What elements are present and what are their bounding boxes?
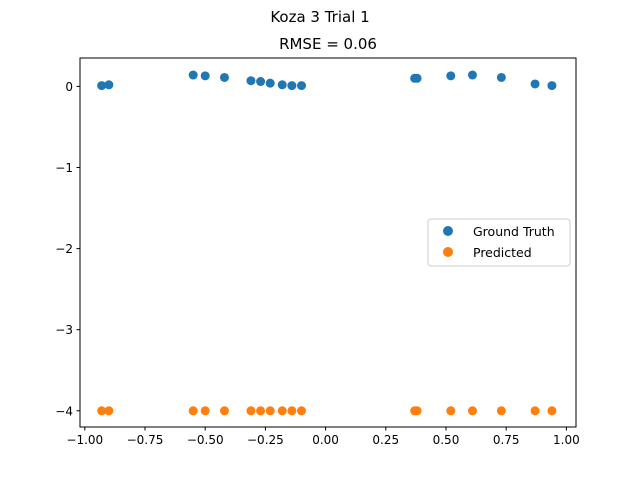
y-tick-label-1: −1 xyxy=(55,161,73,175)
point-ground-truth-16 xyxy=(530,79,540,89)
point-predicted-12 xyxy=(412,406,422,416)
point-predicted-2 xyxy=(188,406,198,416)
point-ground-truth-8 xyxy=(277,80,287,90)
point-predicted-15 xyxy=(496,406,506,416)
point-ground-truth-12 xyxy=(412,73,422,83)
point-ground-truth-6 xyxy=(256,77,266,87)
legend-marker-predicted xyxy=(443,247,453,257)
y-tick-label-3: −3 xyxy=(55,323,73,337)
point-predicted-16 xyxy=(530,406,540,416)
point-ground-truth-10 xyxy=(297,81,307,91)
x-tick-label-4: 0.00 xyxy=(312,433,339,447)
x-tick-label-6: 0.50 xyxy=(433,433,460,447)
y-tick-label-4: −4 xyxy=(55,404,73,418)
point-predicted-14 xyxy=(467,406,477,416)
point-ground-truth-0 xyxy=(97,81,107,91)
legend-box xyxy=(427,218,571,267)
point-predicted-9 xyxy=(287,406,297,416)
x-tick-label-1: −0.75 xyxy=(127,433,164,447)
point-ground-truth-5 xyxy=(246,76,256,86)
x-tick-label-2: −0.50 xyxy=(187,433,224,447)
point-predicted-1 xyxy=(104,406,114,416)
x-tick-label-7: 0.75 xyxy=(493,433,520,447)
y-tick-label-2: −2 xyxy=(55,242,73,256)
point-predicted-3 xyxy=(200,406,210,416)
legend-label-ground-truth: Ground Truth xyxy=(473,224,555,239)
point-predicted-7 xyxy=(265,406,275,416)
point-ground-truth-1 xyxy=(104,80,114,90)
x-tick-label-3: −0.25 xyxy=(247,433,284,447)
point-predicted-4 xyxy=(219,406,229,416)
x-tick-label-5: 0.25 xyxy=(372,433,399,447)
legend-marker-ground-truth xyxy=(443,226,453,236)
chart-title: RMSE = 0.06 xyxy=(279,35,377,53)
point-ground-truth-15 xyxy=(496,72,506,82)
point-ground-truth-3 xyxy=(200,71,210,81)
point-ground-truth-4 xyxy=(219,72,229,82)
figure-suptitle: Koza 3 Trial 1 xyxy=(270,8,369,26)
point-predicted-10 xyxy=(297,406,307,416)
point-predicted-5 xyxy=(246,406,256,416)
legend-label-predicted: Predicted xyxy=(473,245,532,260)
point-predicted-0 xyxy=(97,406,107,416)
point-ground-truth-9 xyxy=(287,81,297,91)
point-ground-truth-7 xyxy=(265,78,275,88)
axes-frame xyxy=(79,57,577,428)
x-tick-label-8: 1.00 xyxy=(553,433,580,447)
point-ground-truth-14 xyxy=(467,70,477,80)
axes: −1.00 −0.75 −0.50 −0.25 0.00 0.25 0.50 0.75 1.00… xyxy=(55,57,580,447)
point-predicted-8 xyxy=(277,406,287,416)
x-tick-label-0: −1.00 xyxy=(66,433,103,447)
point-predicted-17 xyxy=(547,406,557,416)
point-predicted-13 xyxy=(446,406,456,416)
scatter-points xyxy=(97,70,557,416)
point-ground-truth-17 xyxy=(547,81,557,91)
point-ground-truth-2 xyxy=(188,70,198,80)
point-predicted-6 xyxy=(256,406,266,416)
legend: Ground Truth Predicted xyxy=(427,218,571,267)
point-ground-truth-13 xyxy=(446,71,456,81)
y-tick-label-0: 0 xyxy=(65,80,73,94)
